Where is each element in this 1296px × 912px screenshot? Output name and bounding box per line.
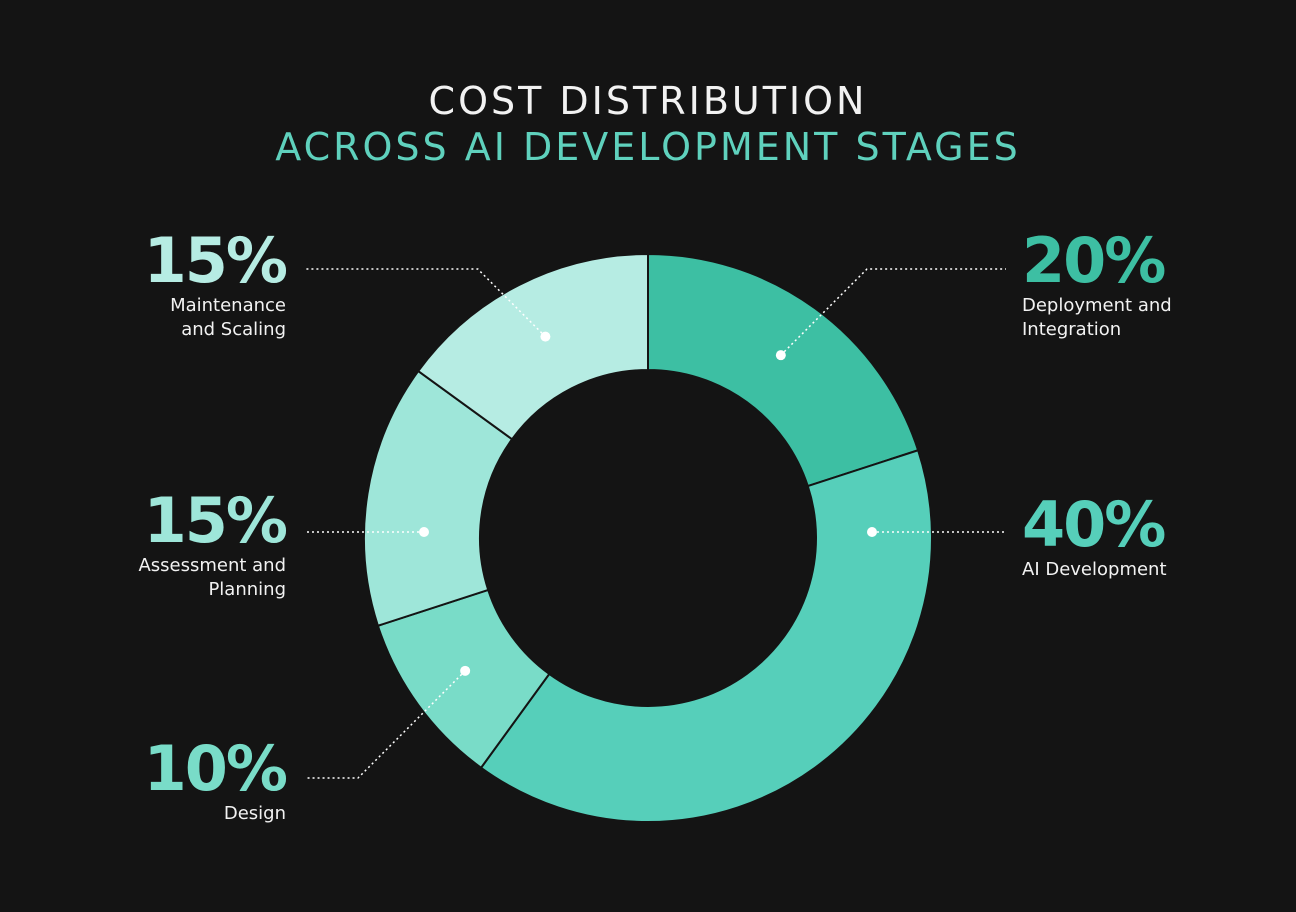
- donut-slice-deployment: [647, 252, 920, 488]
- slice-label-assessment: 15% Assessment and Planning: [138, 484, 288, 602]
- slice-label-ai-development: 40% AI Development: [1022, 492, 1167, 582]
- title-line-2: ACROSS AI DEVELOPMENT STAGES: [275, 125, 1021, 169]
- leader-dot-deployment: [775, 350, 786, 361]
- slice-percent-deployment: 20%: [1022, 224, 1166, 297]
- leader-dot-maintenance: [540, 331, 551, 342]
- slice-label-design: 10% Design: [143, 732, 288, 826]
- donut-slice-ai-development: [479, 448, 933, 823]
- donut-slice-maintenance: [416, 252, 649, 441]
- slice-name-deployment: Deployment and Integration: [1022, 295, 1172, 340]
- slice-percent-maintenance: 15%: [143, 224, 288, 297]
- donut-slices: [363, 252, 933, 823]
- chart-title: COST DISTRIBUTION ACROSS AI DEVELOPMENT …: [0, 78, 1296, 170]
- leader-line-design: [306, 670, 466, 779]
- slice-name-design: Design: [223, 803, 286, 824]
- leader-lines: [306, 268, 1006, 779]
- slice-percent-design: 10%: [143, 732, 288, 805]
- slice-percent-assessment: 15%: [143, 484, 288, 557]
- leader-dot-design: [460, 665, 471, 676]
- slice-label-maintenance: 15% Maintenance and Scaling: [143, 224, 288, 342]
- slice-name-assessment: Assessment and Planning: [138, 555, 286, 600]
- leader-dot-assessment: [419, 527, 429, 537]
- leader-dot-ai-development: [867, 527, 877, 537]
- slice-name-ai-development: AI Development: [1022, 559, 1167, 580]
- leader-line-deployment: [780, 268, 1006, 356]
- slice-name-maintenance: Maintenance and Scaling: [170, 295, 286, 340]
- slice-percent-ai-development: 40%: [1022, 488, 1166, 561]
- donut-slice-assessment: [363, 369, 514, 628]
- title-line-1: COST DISTRIBUTION: [428, 79, 868, 123]
- slice-label-deployment: 20% Deployment and Integration: [1022, 228, 1172, 342]
- leader-line-maintenance: [306, 268, 546, 338]
